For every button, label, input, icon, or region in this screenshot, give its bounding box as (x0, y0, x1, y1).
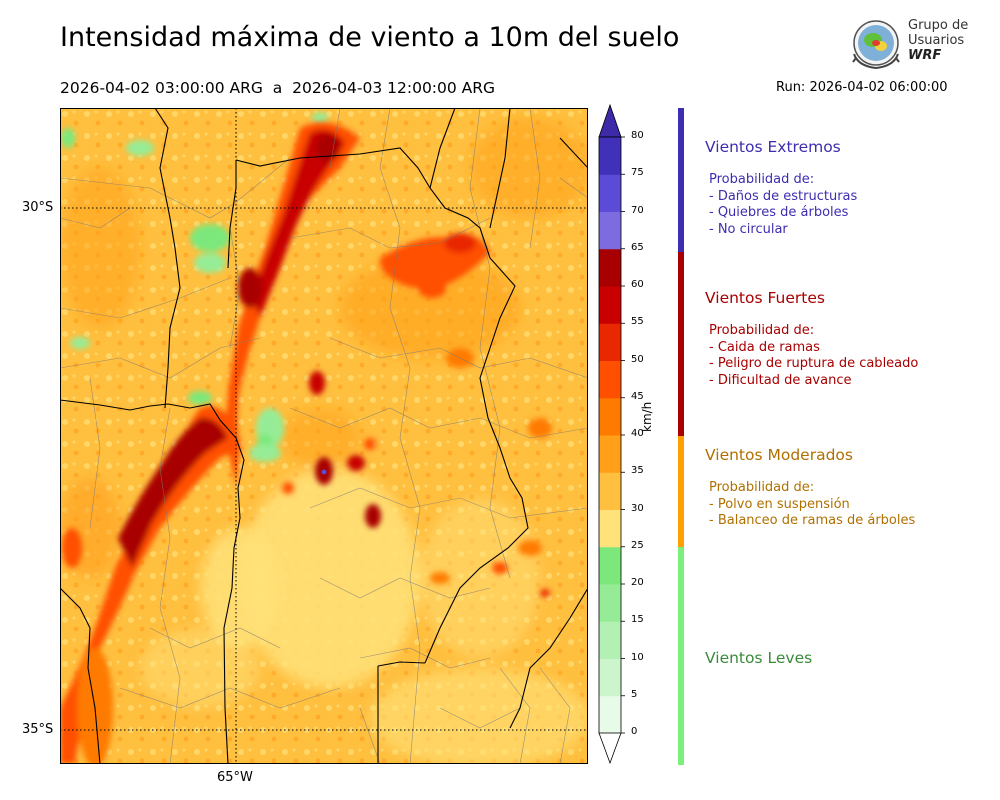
description-prefix: Probabilidad de: (709, 480, 815, 495)
run-timestamp: Run: 2026-04-02 06:00:00 (776, 80, 948, 95)
colorbar-tick-label: 45 (631, 390, 644, 402)
description-item: - Peligro de ruptura de cableado (709, 356, 919, 371)
description-item: - Balanceo de ramas de árboles (709, 513, 916, 528)
colorbar-segment (599, 658, 621, 697)
category-description: Probabilidad de: - Polvo en suspensión -… (709, 480, 915, 530)
description-item: - No circular (709, 221, 788, 237)
category-description: Probabilidad de: - Daños de estructuras … (709, 172, 857, 238)
colorbar-tick-label: 60 (631, 279, 644, 290)
colorbar-tick-label: 35 (631, 465, 644, 477)
category-extremos: Vientos Extremos Probabilidad de: - Daño… (705, 138, 857, 238)
colorbar-segment (599, 174, 621, 212)
colorbar-tick-label: 50 (631, 353, 644, 365)
description-item: - Polvo en suspensión (709, 496, 850, 512)
wind-map (59, 107, 590, 768)
description-item: - Caida de ramas (709, 339, 820, 355)
colorbar-segment (599, 584, 621, 622)
colorbar-tick-label: 55 (631, 316, 644, 328)
colorbar-segment (599, 397, 621, 436)
colorbar-tick-label: 80 (631, 130, 644, 141)
colorbar-svg (598, 103, 625, 765)
category-fuertes: Vientos Fuertes Probabilidad de: - Caida… (705, 289, 918, 389)
band-leves (678, 547, 684, 765)
colorbar (596, 100, 666, 772)
logo-text-line3: WRF (908, 48, 942, 63)
band-extremos (678, 108, 684, 252)
description-prefix: Probabilidad de: (709, 172, 815, 187)
category-name: Vientos Extremos (705, 138, 841, 156)
lat-label-30s: 30°S (22, 200, 54, 215)
colorbar-tick-label: 75 (631, 167, 644, 179)
colorbar-tick-label: 30 (631, 502, 644, 514)
colorbar-tick-label: 15 (631, 614, 644, 626)
colorbar-extend-max (598, 103, 622, 138)
colorbar-segment (599, 472, 621, 510)
description-prefix: Probabilidad de: (709, 323, 815, 338)
description-item: - Daños de estructuras (709, 188, 858, 204)
category-leves: Vientos Leves (705, 649, 812, 667)
colorbar-segment (599, 286, 621, 324)
lon-label-65w: 65°W (217, 770, 253, 785)
colorbar-tick-label: 20 (631, 577, 644, 588)
logo-text-line1: Grupo de (908, 18, 969, 33)
colorbar-tick-label: 40 (631, 428, 644, 439)
category-description: Probabilidad de: - Caida de ramas - Peli… (709, 323, 918, 389)
logo-text-line2: Usuarios (908, 33, 965, 48)
colorbar-segment (599, 621, 621, 659)
colorbar-segment (599, 435, 621, 473)
colorbar-segment (599, 509, 621, 548)
colorbar-extend-min (598, 732, 622, 765)
category-name: Vientos Fuertes (705, 289, 825, 307)
chart-title: Intensidad máxima de viento a 10m del su… (60, 22, 680, 53)
colorbar-segment (599, 248, 621, 287)
lat-label-35s: 35°S (22, 722, 54, 737)
category-moderados: Vientos Moderados Probabilidad de: - Pol… (705, 446, 915, 530)
colorbar-segment (599, 137, 621, 175)
wrf-logo: Grupo de Usuarios WRF (848, 16, 970, 74)
colorbar-tick-label: 70 (631, 204, 644, 216)
colorbar-tick-label: 25 (631, 539, 644, 551)
colorbar-segment (599, 695, 621, 734)
category-name: Vientos Moderados (705, 446, 853, 464)
colorbar-segment (599, 323, 621, 361)
globe-icon (852, 20, 900, 70)
colorbar-unit: km/h (640, 401, 654, 432)
wind-field-svg (59, 107, 590, 768)
colorbar-segment (599, 360, 621, 399)
colorbar-tick-label: 65 (631, 241, 644, 253)
colorbar-tick-label: 5 (631, 688, 638, 700)
description-item: - Dificultad de avance (709, 372, 852, 388)
forecast-period: 2026-04-02 03:00:00 ARG a 2026-04-03 12:… (60, 79, 496, 97)
band-fuertes (678, 252, 684, 436)
category-name: Vientos Leves (705, 649, 813, 667)
band-moderados (678, 436, 684, 547)
colorbar-segment (599, 211, 621, 250)
colorbar-tick-label: 10 (631, 651, 644, 663)
colorbar-segment (599, 546, 621, 585)
colorbar-tick-label: 0 (631, 726, 638, 737)
description-item: - Quiebres de árboles (709, 205, 849, 220)
